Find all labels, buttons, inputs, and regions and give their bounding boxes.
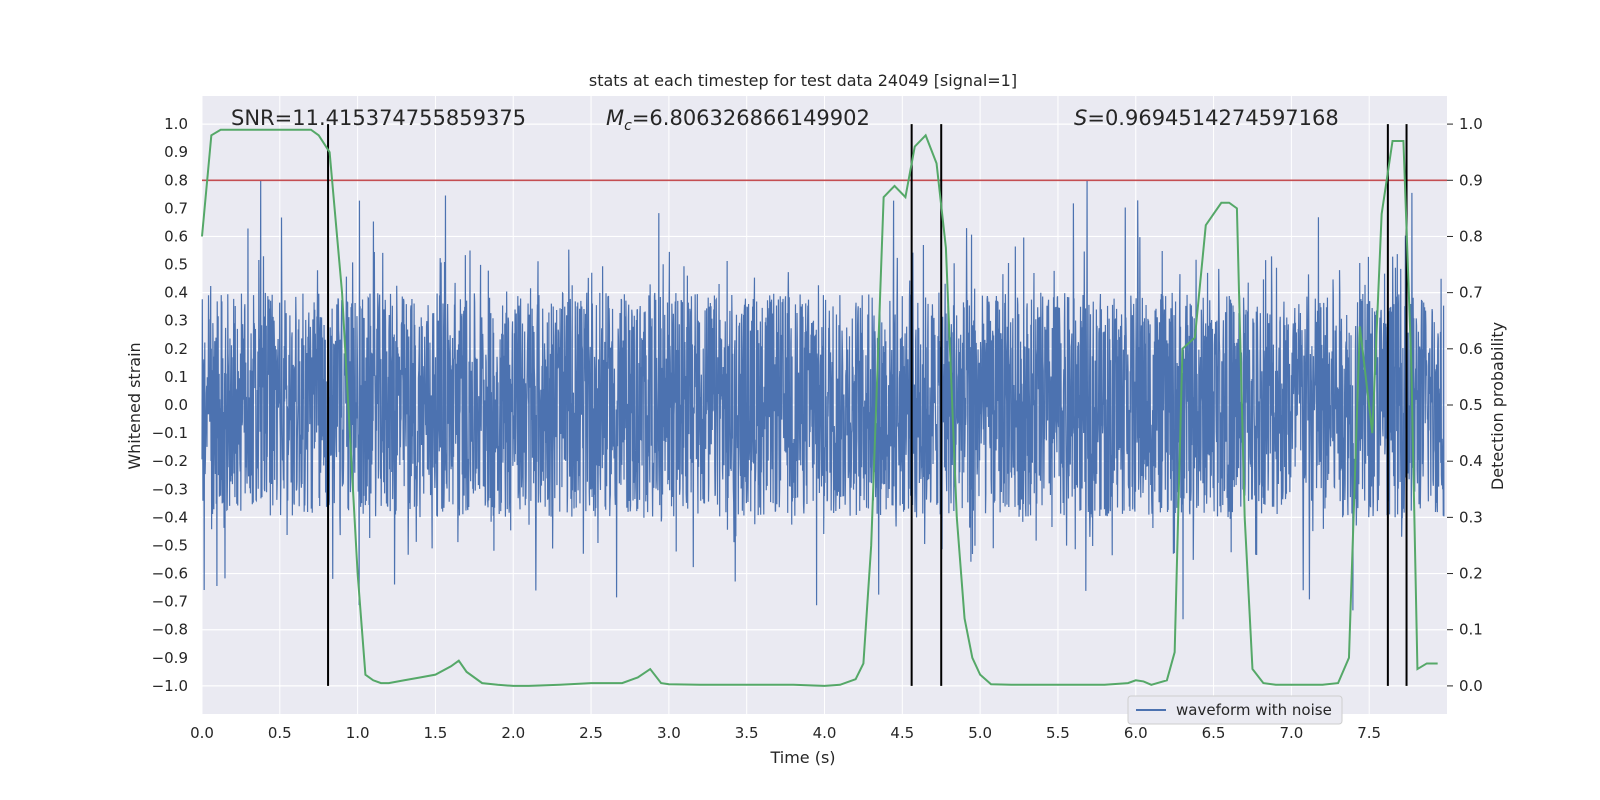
x-tick-label: 4.0 xyxy=(813,724,837,742)
y-right-tick-label: 0.5 xyxy=(1459,396,1483,414)
x-axis-label: Time (s) xyxy=(769,748,835,767)
y-tick-label: −0.3 xyxy=(152,480,188,498)
x-tick-label: 5.0 xyxy=(968,724,992,742)
y-tick-label: −1.0 xyxy=(152,677,188,695)
y-tick-label: −0.5 xyxy=(152,536,188,554)
y-tick-label: 0.3 xyxy=(164,312,188,330)
y-tick-label: −0.9 xyxy=(152,649,188,667)
y-tick-label: 0.9 xyxy=(164,143,188,161)
y-tick-label: 0.2 xyxy=(164,340,188,358)
waveform-line xyxy=(201,180,1445,620)
y-tick-label: 0.5 xyxy=(164,256,188,274)
probability-line xyxy=(201,128,1438,687)
y-axis-right-ticks: 1.0 0.9 0.8 0.7 0.6 0.5 0.4 0.3 0.2 0.1 0.0 xyxy=(1447,115,1483,695)
x-tick-label: 5.5 xyxy=(1046,724,1070,742)
y-tick-label: −0.4 xyxy=(152,508,188,526)
chart-title: stats at each timestep for test data 240… xyxy=(589,71,1017,90)
x-tick-label: 7.0 xyxy=(1279,724,1303,742)
x-axis-ticks: 0.0 0.5 1.0 1.5 2.0 2.5 3.0 3.5 4.0 4.5 5.0 5.5 6.0 6… xyxy=(190,724,1381,742)
s-annotation: S=0.9694514274597168 xyxy=(1074,106,1339,130)
y-tick-label: −0.1 xyxy=(152,424,188,442)
y-right-tick-label: 0.6 xyxy=(1459,340,1483,358)
chirp-mass-annotation: Mc=6.806326866149902 xyxy=(606,106,870,134)
x-tick-label: 7.5 xyxy=(1357,724,1381,742)
vertical-markers xyxy=(327,124,1408,686)
y-tick-label: 0.1 xyxy=(164,368,188,386)
y-tick-label: 0.0 xyxy=(164,396,188,414)
x-tick-label: 0.0 xyxy=(190,724,214,742)
y-right-tick-label: 0.7 xyxy=(1459,284,1483,302)
snr-annotation: SNR=11.415374755859375 xyxy=(231,106,526,130)
y-right-tick-label: 0.3 xyxy=(1459,508,1483,526)
x-tick-label: 1.0 xyxy=(346,724,370,742)
probability-series xyxy=(201,128,1438,687)
x-tick-label: 0.5 xyxy=(268,724,292,742)
y-right-tick-label: 0.2 xyxy=(1459,565,1483,583)
x-tick-label: 6.0 xyxy=(1124,724,1148,742)
waveform-series xyxy=(201,180,1445,620)
x-tick-label: 2.0 xyxy=(501,724,525,742)
x-tick-label: 3.0 xyxy=(657,724,681,742)
y-tick-label: −0.6 xyxy=(152,565,188,583)
legend: waveform with noise xyxy=(1127,695,1343,725)
y-right-tick-label: 0.8 xyxy=(1459,227,1483,245)
s-symbol: S xyxy=(1074,106,1087,130)
y-axis-ticks: 1.0 0.9 0.8 0.7 0.6 0.5 0.4 0.3 0.2 0.1 0.0 −0.1 −0.… xyxy=(152,115,188,695)
s-value: =0.9694514274597168 xyxy=(1087,106,1338,130)
legend-entry: waveform with noise xyxy=(1176,701,1332,719)
x-tick-label: 6.5 xyxy=(1202,724,1226,742)
y-tick-label: −0.2 xyxy=(152,452,188,470)
y-right-tick-label: 0.9 xyxy=(1459,171,1483,189)
y-tick-label: −0.7 xyxy=(152,593,188,611)
x-tick-label: 2.5 xyxy=(579,724,603,742)
y-tick-label: −0.8 xyxy=(152,621,188,639)
y-tick-label: 0.6 xyxy=(164,227,188,245)
y-right-tick-label: 0.0 xyxy=(1459,677,1483,695)
y-right-tick-label: 0.4 xyxy=(1459,452,1483,470)
y-tick-label: 1.0 xyxy=(164,115,188,133)
y-axis-label: Whitened strain xyxy=(125,342,144,469)
y-tick-label: 0.8 xyxy=(164,171,188,189)
chirp-mass-subscript: c xyxy=(624,118,632,134)
chirp-mass-symbol: M xyxy=(606,106,624,130)
y-axis-right-label: Detection probability xyxy=(1488,322,1507,490)
y-right-tick-label: 1.0 xyxy=(1459,115,1483,133)
x-tick-label: 3.5 xyxy=(735,724,759,742)
x-tick-label: 1.5 xyxy=(424,724,448,742)
x-tick-label: 4.5 xyxy=(890,724,914,742)
chirp-mass-value: =6.806326866149902 xyxy=(632,106,870,130)
y-tick-label: 0.7 xyxy=(164,199,188,217)
y-right-tick-label: 0.1 xyxy=(1459,621,1483,639)
y-tick-label: 0.4 xyxy=(164,284,188,302)
legend-box xyxy=(1127,695,1343,725)
